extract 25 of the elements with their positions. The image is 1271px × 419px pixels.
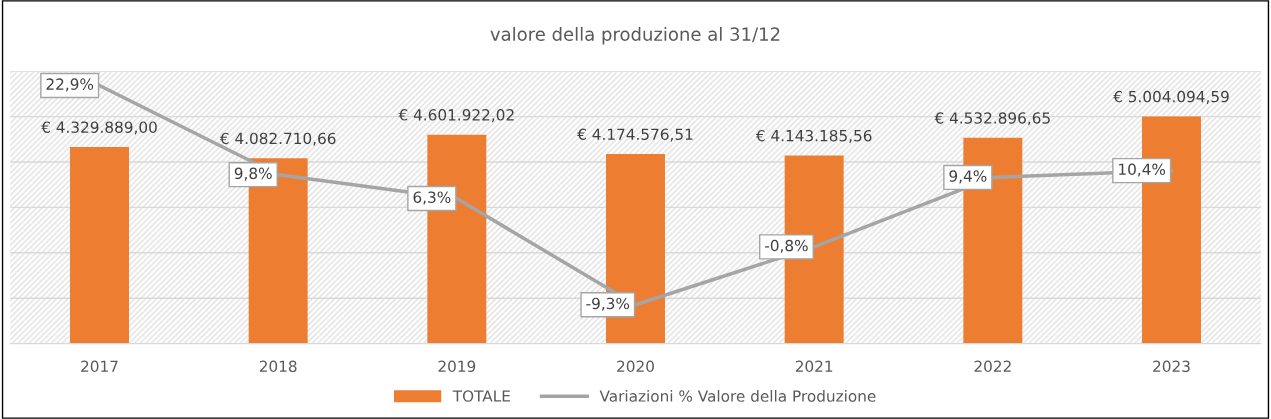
data-label: € 5.004.094,59 (1113, 90, 1229, 104)
data-label: € 4.329.889,00 (41, 121, 157, 135)
x-tick-label: 2021 (795, 360, 833, 373)
data-label: € 4.082.710,66 (219, 132, 336, 146)
chart-title: valore della produzione al 31/12 (490, 26, 780, 45)
x-tick-label: 2022 (974, 360, 1011, 373)
data-label: 10,4% (1119, 163, 1166, 177)
x-tick-label: 2020 (617, 360, 654, 373)
data-label: € 4.174.576,51 (577, 128, 693, 142)
data-label: € 4.601.922,02 (398, 109, 514, 123)
x-tick-label: 2023 (1153, 360, 1190, 373)
data-label: 22,9% (46, 78, 94, 92)
legend-label: TOTALE (452, 390, 510, 402)
x-tick-label: 2018 (259, 360, 297, 373)
data-label: -9,3% (586, 297, 630, 311)
x-tick-label: 2017 (81, 360, 118, 373)
data-label: 9,8% (234, 167, 272, 181)
data-label: 6,3% (413, 191, 451, 205)
bar (70, 147, 129, 344)
data-label: 9,4% (949, 170, 987, 184)
data-label: € 4.532.896,65 (934, 112, 1050, 126)
data-label: € 4.143.185,56 (755, 129, 872, 143)
x-tick-label: 2019 (438, 360, 476, 373)
legend-label: Variazioni % Valore della Produzione (599, 390, 876, 402)
data-label: -0,8% (765, 239, 808, 253)
